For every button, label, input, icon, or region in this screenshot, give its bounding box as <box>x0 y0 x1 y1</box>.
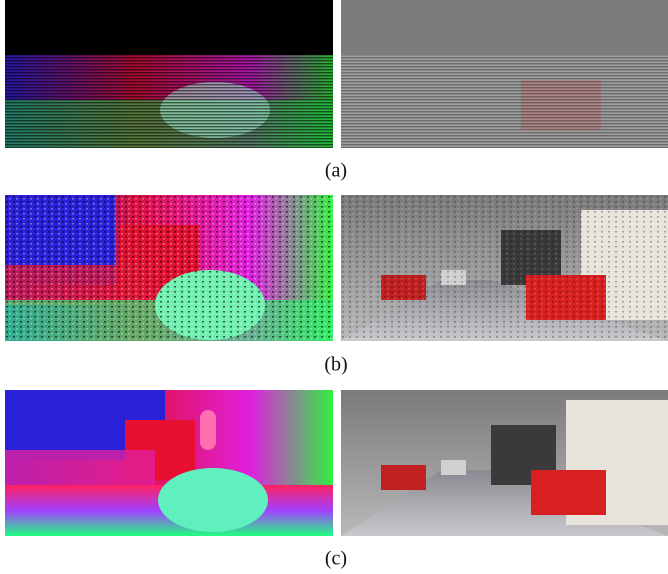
caption: (b) <box>324 354 347 376</box>
figure: (a) (b) (c) <box>0 0 668 574</box>
image-b-left <box>5 195 333 341</box>
caption: (a) <box>325 160 347 182</box>
image-a-left <box>5 0 333 148</box>
image-a-right <box>341 0 668 148</box>
image-b-right <box>341 195 668 341</box>
image-c-right <box>341 390 668 536</box>
caption: (c) <box>325 548 347 570</box>
image-c-left <box>5 390 333 536</box>
